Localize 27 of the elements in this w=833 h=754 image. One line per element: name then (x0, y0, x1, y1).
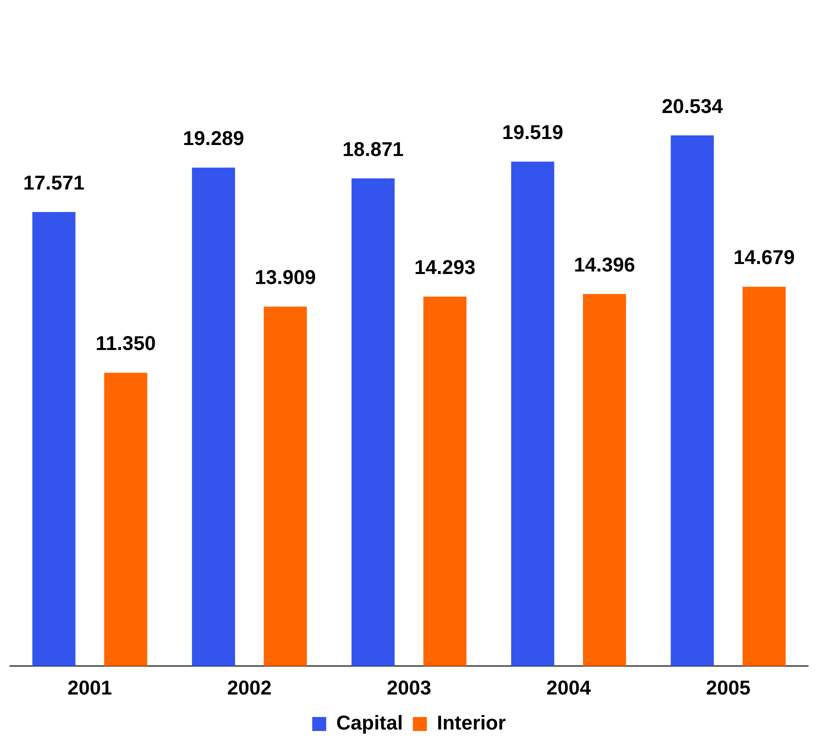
data-label: 18.871 (342, 138, 404, 161)
bar (423, 296, 466, 666)
data-label: 14.293 (414, 257, 476, 280)
data-label: 17.571 (23, 172, 84, 194)
bar (32, 212, 76, 666)
x-tick-label: 2003 (386, 678, 432, 700)
x-tick-label: 2002 (227, 678, 272, 700)
legend-label: Interior (436, 712, 506, 735)
data-label: 19.289 (182, 128, 244, 150)
bar (264, 306, 307, 666)
legend-label: Capital (336, 712, 403, 735)
bar (511, 162, 554, 666)
bar (104, 372, 148, 666)
data-label: 13.909 (254, 267, 316, 290)
data-label: 14.396 (574, 254, 636, 277)
bar (742, 286, 786, 666)
data-label: 20.534 (662, 96, 724, 118)
x-tick-label: 2005 (706, 678, 750, 700)
x-tick-label: 2001 (68, 678, 112, 700)
bar (192, 168, 236, 666)
x-tick-label: 2004 (546, 678, 592, 700)
bar (670, 135, 714, 666)
data-label: 14.679 (734, 247, 795, 270)
data-label: 11.350 (96, 333, 156, 356)
bar (582, 294, 626, 666)
data-label: 19.519 (502, 122, 564, 144)
bar (352, 178, 395, 666)
